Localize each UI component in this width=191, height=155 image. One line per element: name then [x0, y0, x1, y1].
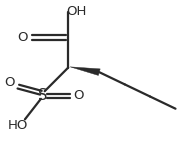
Text: HO: HO [8, 119, 28, 132]
Polygon shape [70, 67, 100, 75]
Text: O: O [17, 31, 27, 44]
Text: O: O [73, 89, 84, 102]
Text: S: S [38, 88, 48, 103]
Text: O: O [5, 76, 15, 89]
Text: OH: OH [66, 5, 87, 18]
